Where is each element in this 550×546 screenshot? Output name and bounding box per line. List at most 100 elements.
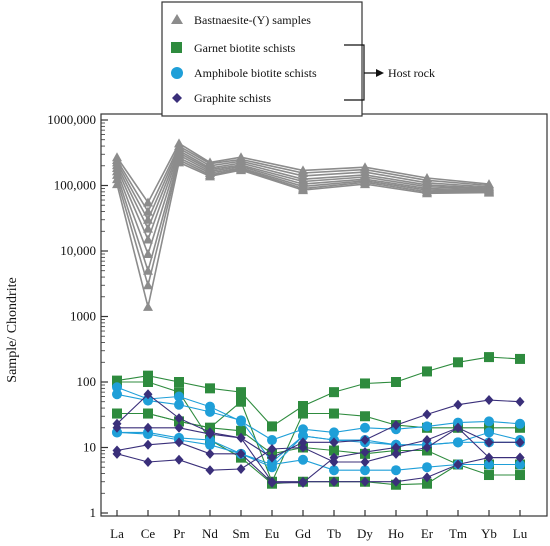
y-tick-label: 100,000	[54, 178, 96, 193]
data-point-garnet	[329, 387, 339, 398]
legend-label-garnet: Garnet biotite schists	[194, 41, 296, 55]
data-point-graphite	[205, 448, 215, 459]
x-tick-label: Er	[421, 526, 434, 541]
data-point-bastnaesite	[143, 234, 153, 244]
data-point-graphite	[422, 472, 432, 483]
arrow-right-icon	[376, 69, 384, 77]
data-point-garnet	[298, 401, 308, 412]
data-point-graphite	[360, 447, 370, 458]
data-point-garnet	[329, 445, 339, 456]
legend-label-graphite: Graphite schists	[194, 91, 271, 105]
x-tick-label: Sm	[232, 526, 249, 541]
data-point-amphibole	[484, 427, 494, 438]
data-point-garnet	[422, 478, 432, 489]
series-layer	[112, 138, 525, 490]
data-point-garnet	[515, 470, 525, 481]
y-axis-title: Sample/ Chondrite	[5, 277, 20, 382]
data-point-graphite	[391, 420, 401, 431]
data-point-garnet	[422, 366, 432, 377]
data-point-graphite	[298, 442, 308, 453]
legend-item-bastnaesite: Bastnaesite-(Y) samples	[171, 13, 311, 27]
data-point-amphibole	[484, 459, 494, 470]
series-line-garnet	[117, 400, 520, 484]
data-point-amphibole	[112, 389, 122, 400]
data-point-graphite	[236, 463, 246, 474]
data-point-amphibole	[298, 430, 308, 441]
legend-item-graphite: Graphite schists	[172, 91, 271, 105]
data-point-garnet	[112, 377, 122, 387]
x-axis: La Ce Pr Nd Sm Eu Gd Tb Dy Ho Er Tm Yb Lu	[110, 510, 528, 541]
data-point-bastnaesite	[143, 280, 153, 290]
data-point-graphite	[391, 476, 401, 487]
series-line-amphibole	[117, 431, 521, 468]
data-point-graphite	[391, 448, 401, 459]
data-point-graphite	[143, 439, 153, 450]
data-point-garnet	[484, 352, 494, 363]
data-point-graphite	[205, 429, 215, 440]
data-point-bastnaesite	[298, 185, 308, 195]
data-point-amphibole	[143, 429, 153, 440]
data-point-bastnaesite	[112, 174, 122, 184]
data-point-garnet	[515, 353, 525, 364]
x-tick-label: Lu	[513, 526, 528, 541]
legend-square-icon	[171, 42, 182, 53]
data-point-garnet	[174, 377, 184, 387]
data-point-garnet	[236, 387, 246, 398]
data-point-amphibole	[329, 427, 339, 438]
data-point-amphibole	[453, 437, 463, 448]
data-point-graphite	[236, 448, 246, 459]
data-point-garnet	[236, 425, 246, 436]
data-point-amphibole	[453, 417, 463, 428]
data-point-garnet	[360, 378, 370, 389]
x-tick-label: Eu	[265, 526, 280, 541]
series-line-garnet	[116, 356, 521, 428]
data-point-graphite	[484, 437, 494, 448]
data-point-amphibole	[422, 462, 432, 473]
legend-item-amphibole: Amphibole biotite schists	[171, 66, 317, 80]
legend-item-garnet: Garnet biotite schists	[171, 41, 296, 55]
data-point-graphite	[515, 437, 525, 448]
data-point-amphibole	[267, 435, 277, 446]
x-tick-label: Ce	[141, 526, 156, 541]
data-point-garnet	[236, 396, 246, 407]
data-point-graphite	[329, 437, 339, 448]
data-point-graphite	[267, 452, 277, 463]
x-tick-label: Tm	[449, 526, 467, 541]
data-point-amphibole	[298, 454, 308, 465]
data-point-graphite	[422, 442, 432, 453]
data-point-graphite	[143, 422, 153, 433]
data-point-graphite	[515, 452, 525, 463]
data-point-amphibole	[205, 406, 215, 417]
legend-triangle-icon	[171, 14, 183, 24]
legend-label-bastnaesite: Bastnaesite-(Y) samples	[194, 13, 311, 27]
data-point-amphibole	[515, 459, 525, 470]
data-point-graphite	[329, 476, 339, 487]
data-point-graphite	[174, 413, 184, 424]
x-tick-label: Nd	[202, 526, 218, 541]
x-tick-label: Tb	[327, 526, 341, 541]
data-point-bastnaesite	[143, 197, 153, 207]
data-point-amphibole	[205, 439, 215, 450]
data-point-garnet	[205, 383, 215, 394]
data-point-graphite	[422, 435, 432, 446]
data-point-garnet	[391, 377, 401, 387]
data-point-amphibole	[515, 418, 525, 429]
legend: Bastnaesite-(Y) samples Garnet biotite s…	[161, 1, 435, 117]
data-point-graphite	[174, 422, 184, 433]
x-tick-label: Pr	[173, 526, 185, 541]
y-tick-label: 100	[77, 374, 97, 389]
data-point-garnet	[267, 421, 277, 432]
legend-circle-icon	[171, 67, 183, 79]
data-point-graphite	[329, 457, 339, 468]
data-point-bastnaesite	[112, 179, 122, 189]
data-point-amphibole	[329, 465, 339, 476]
x-tick-label: Dy	[357, 526, 373, 541]
data-point-garnet	[143, 377, 153, 387]
data-point-graphite	[453, 459, 463, 470]
y-tick-label: 1000	[70, 309, 96, 324]
x-tick-label: La	[110, 526, 124, 541]
data-point-graphite	[174, 454, 184, 465]
data-point-amphibole	[267, 459, 277, 470]
data-point-amphibole	[174, 399, 184, 410]
